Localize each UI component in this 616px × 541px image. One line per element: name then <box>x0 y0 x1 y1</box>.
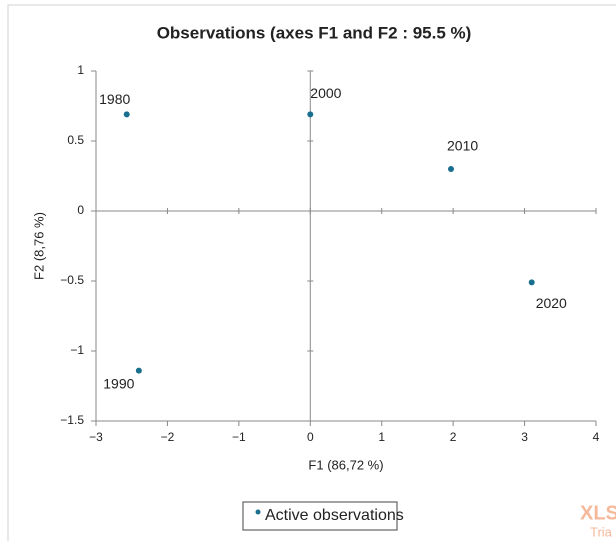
x-tick-label: −2 <box>161 430 175 444</box>
y-tick-label: −1 <box>70 343 84 357</box>
watermark-sub: Tria <box>590 524 613 539</box>
point-label: 1980 <box>99 91 130 107</box>
x-tick-label: 2 <box>450 430 457 444</box>
chart-frame <box>7 4 616 541</box>
y-tick-label: 0 <box>77 203 84 217</box>
y-tick-label: 1 <box>77 63 84 77</box>
point-label: 2000 <box>310 85 341 101</box>
x-tick-label: 4 <box>593 430 600 444</box>
point <box>448 166 454 172</box>
legend-marker <box>255 509 261 515</box>
watermark: XLSTAT <box>580 502 616 524</box>
x-tick-label: −1 <box>232 430 246 444</box>
legend <box>242 501 398 531</box>
x-tick-label: 1 <box>378 430 385 444</box>
legend-label: Active observations <box>265 507 404 524</box>
point-label: 1990 <box>103 375 134 391</box>
chart-title: Observations (axes F1 and F2 : 95.5 %) <box>157 23 472 42</box>
y-tick-label: −0.5 <box>60 273 84 287</box>
point-label: 2010 <box>447 138 478 154</box>
point <box>528 279 535 286</box>
y-tick-label: −1.5 <box>60 413 84 427</box>
point <box>135 367 142 374</box>
point-label: 2020 <box>536 295 567 311</box>
x-tick-label: 0 <box>307 430 314 444</box>
x-tick-label: −3 <box>89 430 103 444</box>
y-tick-label: 0.5 <box>67 133 84 147</box>
y-axis-label: F2 (8,76 %) <box>31 212 46 280</box>
x-tick-label: 3 <box>521 430 528 444</box>
point <box>123 111 130 118</box>
point <box>307 111 314 118</box>
x-axis-label: F1 (86,72 %) <box>308 457 383 472</box>
